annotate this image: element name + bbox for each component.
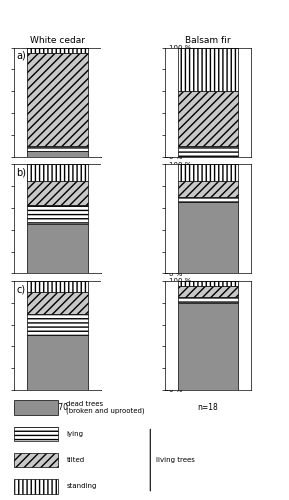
Text: n=36: n=36 [47,170,68,179]
Text: standing: standing [66,484,97,490]
Bar [27,146,88,151]
Text: living trees: living trees [156,457,195,463]
Text: b): b) [16,168,26,177]
Text: n=70: n=70 [47,403,68,412]
Bar [178,302,238,390]
Text: c): c) [16,284,25,294]
Bar [178,281,238,286]
Text: tilted: tilted [66,457,85,463]
Text: a): a) [16,51,26,61]
Text: dead trees
(broken and uprooted): dead trees (broken and uprooted) [66,401,145,414]
Bar [178,180,238,197]
FancyBboxPatch shape [14,400,58,415]
Text: n=60: n=60 [47,286,68,296]
Bar [27,180,88,204]
Bar [27,224,88,274]
Bar [178,286,238,297]
Bar [27,151,88,156]
FancyBboxPatch shape [14,453,58,468]
Bar [178,197,238,202]
Bar [178,91,238,146]
Bar [27,314,88,336]
Text: n=18: n=18 [198,403,218,412]
Bar [178,297,238,302]
Bar [27,204,88,224]
Text: n=10: n=10 [198,170,218,179]
Title: White cedar: White cedar [30,36,85,46]
Bar [178,48,238,91]
Bar [27,292,88,314]
Bar [27,336,88,390]
Bar [27,281,88,292]
Bar [178,202,238,274]
Text: n=20: n=20 [198,286,218,296]
Bar [178,164,238,180]
Bar [27,48,88,53]
Bar [27,164,88,180]
FancyBboxPatch shape [14,426,58,441]
Bar [178,146,238,156]
Title: Balsam fir: Balsam fir [185,36,231,46]
Bar [27,53,88,146]
FancyBboxPatch shape [14,479,58,494]
Text: lying: lying [66,431,84,437]
